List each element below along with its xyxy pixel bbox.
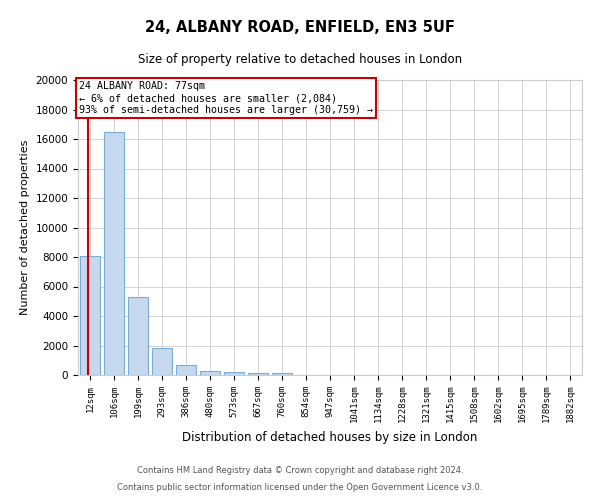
Text: Size of property relative to detached houses in London: Size of property relative to detached ho… (138, 52, 462, 66)
Bar (224, 372, 244, 375)
Bar (200, 371, 220, 375)
Bar (152, 348, 172, 375)
Text: 24 ALBANY ROAD: 77sqm
← 6% of detached houses are smaller (2,084)
93% of semi-de: 24 ALBANY ROAD: 77sqm ← 6% of detached h… (79, 82, 373, 114)
Bar (248, 373, 268, 375)
X-axis label: Distribution of detached houses by size in London: Distribution of detached houses by size … (182, 430, 478, 444)
Text: 24, ALBANY ROAD, ENFIELD, EN3 5UF: 24, ALBANY ROAD, ENFIELD, EN3 5UF (145, 20, 455, 35)
Y-axis label: Number of detached properties: Number of detached properties (20, 140, 30, 315)
Bar (176, 366, 196, 375)
Bar (80, 256, 100, 375)
Bar (104, 132, 124, 375)
Bar (272, 374, 292, 375)
Bar (128, 297, 148, 375)
Text: Contains HM Land Registry data © Crown copyright and database right 2024.: Contains HM Land Registry data © Crown c… (137, 466, 463, 475)
Text: Contains public sector information licensed under the Open Government Licence v3: Contains public sector information licen… (118, 484, 482, 492)
